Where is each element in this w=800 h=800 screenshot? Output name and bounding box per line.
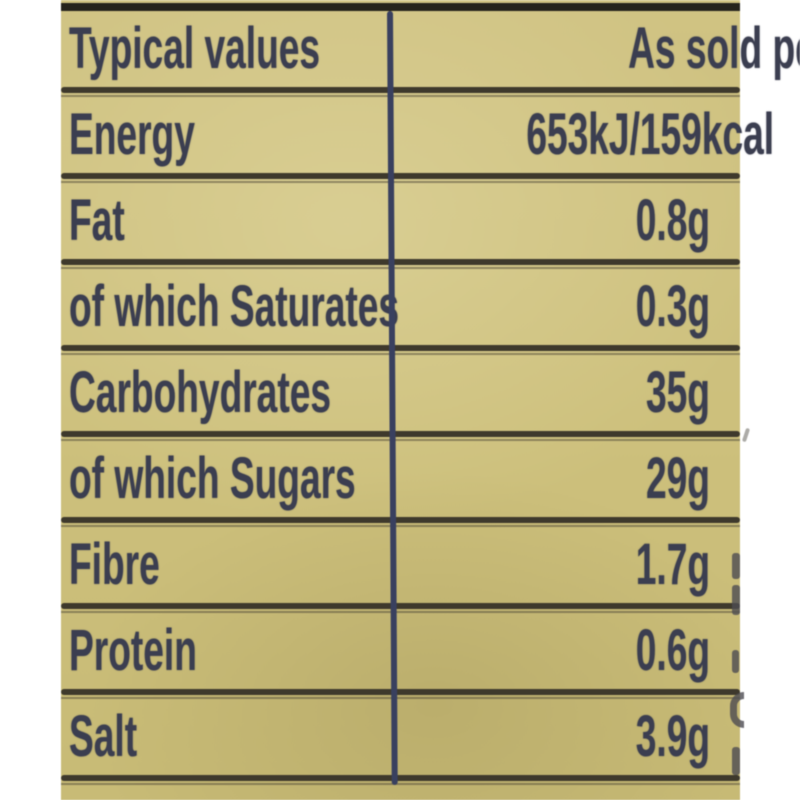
row-value: 35g bbox=[646, 360, 710, 425]
header-row: Typical values As sold per 100g bbox=[61, 11, 800, 97]
row-value: 1.7g bbox=[635, 532, 710, 597]
row-label: Fat bbox=[69, 188, 125, 253]
row-value-cell: 653kJ/159kcal bbox=[387, 106, 800, 164]
row-value-cell: 0.3g bbox=[585, 278, 740, 336]
table-row-fat: Fat 0.8g bbox=[61, 183, 740, 269]
row-value-cell: 29g bbox=[517, 450, 740, 508]
cropped-text-fragment bbox=[732, 650, 739, 673]
cropped-text-fragment bbox=[732, 747, 740, 775]
table-row-salt: Salt 3.9g bbox=[61, 699, 740, 785]
row-label: Carbohydrates bbox=[69, 360, 331, 425]
row-label-cell: Carbohydrates bbox=[61, 364, 478, 422]
table-row-carbohydrates: Carbohydrates 35g bbox=[61, 355, 740, 441]
header-value-cell: As sold per 100g bbox=[461, 20, 800, 78]
row-label: of which Sugars bbox=[69, 446, 356, 511]
table-row-saturates: of which Saturates 0.3g bbox=[61, 269, 740, 355]
row-label: Energy bbox=[69, 102, 195, 167]
row-value: 0.3g bbox=[635, 274, 710, 339]
cropped-text-fragment bbox=[732, 553, 740, 579]
row-value-cell: 0.6g bbox=[387, 622, 740, 680]
header-value: As sold per 100g bbox=[628, 16, 800, 81]
row-label: Protein bbox=[69, 618, 197, 683]
row-value: 0.6g bbox=[635, 618, 710, 683]
row-value: 0.8g bbox=[635, 188, 710, 253]
table-row-protein: Protein 0.6g bbox=[61, 613, 740, 699]
row-label-cell: Fibre bbox=[61, 536, 387, 594]
cropped-text-fragment bbox=[732, 585, 740, 615]
table-row-sugars: of which Sugars 29g bbox=[61, 441, 740, 527]
cropped-text-fragment bbox=[741, 427, 751, 443]
row-label: Salt bbox=[69, 704, 138, 769]
row-value-cell: 3.9g bbox=[387, 708, 740, 766]
row-label: of which Saturates bbox=[69, 274, 400, 339]
row-value: 3.9g bbox=[635, 704, 710, 769]
row-value-cell: 0.8g bbox=[387, 192, 740, 250]
cropped-text-fragment bbox=[730, 692, 744, 728]
row-value-cell: 35g bbox=[478, 364, 740, 422]
row-value-cell: 1.7g bbox=[387, 536, 740, 594]
row-label-cell: Energy bbox=[61, 106, 387, 164]
table-row-energy: Energy 653kJ/159kcal bbox=[61, 97, 774, 183]
row-label: Fibre bbox=[69, 532, 160, 597]
row-label-cell: of which Saturates bbox=[61, 278, 585, 336]
row-label-cell: Salt bbox=[61, 708, 387, 766]
row-value: 653kJ/159kcal bbox=[526, 102, 775, 167]
nutrition-panel: Typical values As sold per 100g Energy 6… bbox=[61, 0, 800, 800]
row-label-cell: Fat bbox=[61, 192, 387, 250]
row-label-cell: of which Sugars bbox=[61, 450, 517, 508]
row-value: 29g bbox=[646, 446, 710, 511]
header-label: Typical values bbox=[69, 16, 321, 81]
row-label-cell: Protein bbox=[61, 622, 387, 680]
header-label-cell: Typical values bbox=[61, 20, 461, 78]
table-top-border bbox=[61, 3, 740, 11]
nutrition-table: Typical values As sold per 100g Energy 6… bbox=[61, 11, 800, 785]
table-row-fibre: Fibre 1.7g bbox=[61, 527, 740, 613]
